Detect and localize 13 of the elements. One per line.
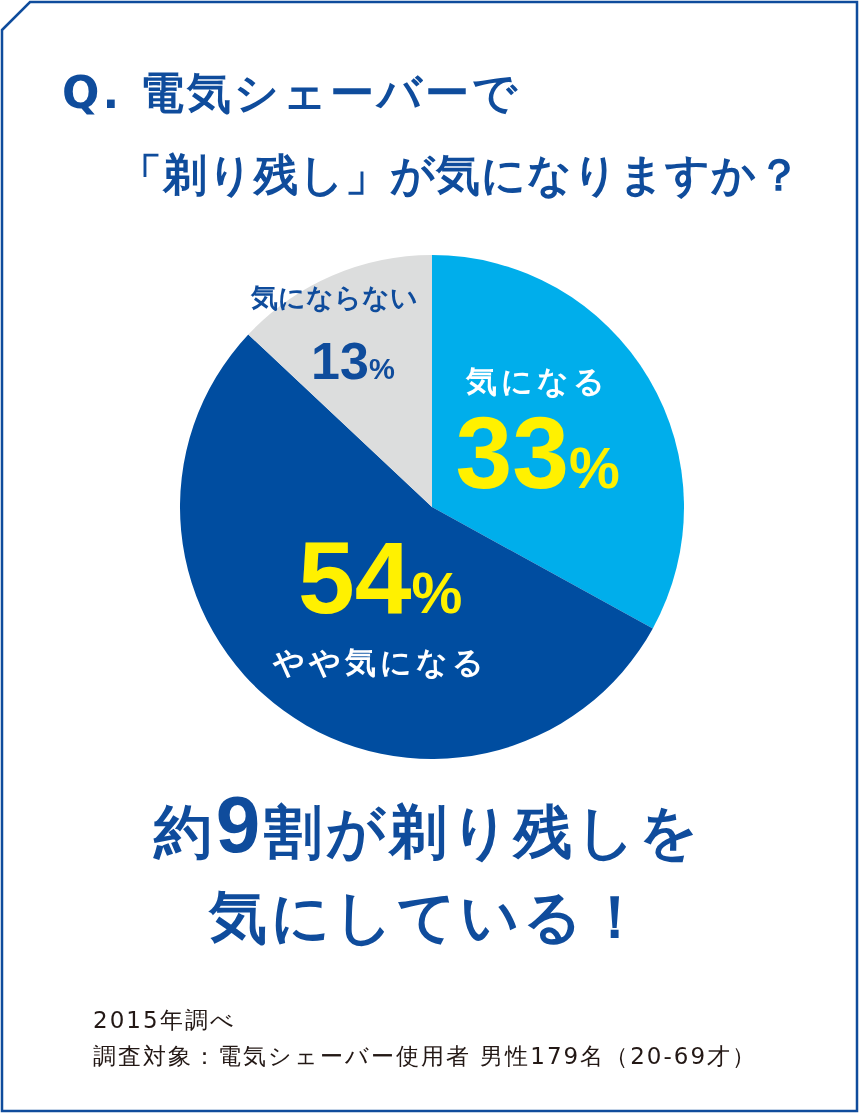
data-label: 54% (298, 521, 463, 636)
slice-label: 気にならない (250, 282, 419, 314)
text: 2015年調べ (93, 1007, 236, 1033)
slice-label: やや気になる (271, 644, 488, 681)
pie-slice (180, 334, 653, 759)
text: 約9割が剃り残しを (152, 780, 703, 869)
slice-label: 気になる (465, 363, 610, 400)
chart-subtitle: 「剃り残し」が気になりますか？ (118, 149, 802, 200)
pie-slice (248, 255, 432, 507)
text: 調査対象：電気シェーバー使用者 男性179名（20-69才） (93, 1043, 758, 1069)
data-label: 13% (311, 332, 395, 391)
chart-title: Q. 電気シェーバーで (62, 67, 521, 118)
text: 気にしている！ (207, 883, 648, 951)
